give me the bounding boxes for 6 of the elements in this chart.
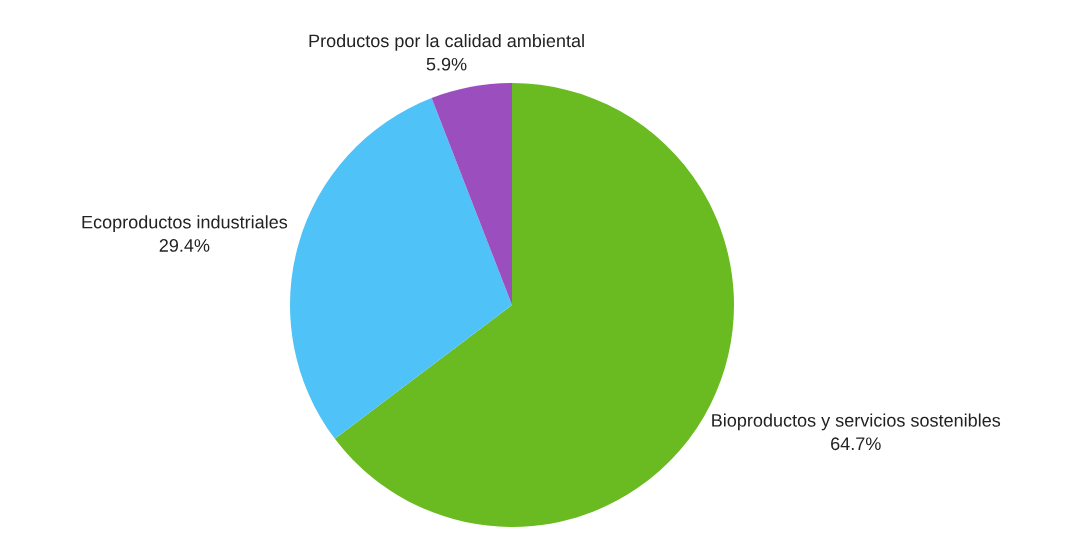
slice-label: Productos por la calidad ambiental — [309, 33, 584, 51]
slice-label: Bioproductos y servicios sostenibles — [712, 413, 1001, 431]
slice-label: Ecoproductos industriales — [82, 215, 288, 233]
data-label: 5.9% — [426, 57, 467, 71]
data-label: 29.4% — [159, 239, 210, 252]
data-label: 64.7% — [831, 437, 881, 451]
